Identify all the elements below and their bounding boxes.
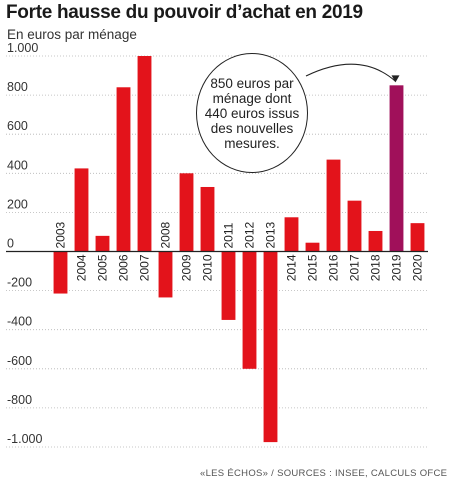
bar <box>158 251 173 298</box>
bar <box>389 85 404 252</box>
y-tick-label: -600 <box>7 354 32 368</box>
bar <box>116 87 131 252</box>
x-tick-label: 2005 <box>96 254 110 281</box>
callout-text: 850 euros par ménage dont 440 euros issu… <box>204 75 300 151</box>
x-tick-label: 2006 <box>117 254 131 281</box>
bar <box>221 251 236 320</box>
callout-arrowhead <box>391 75 400 83</box>
y-tick-label: 800 <box>7 80 28 94</box>
bar <box>137 56 152 252</box>
x-tick-label: 2019 <box>390 254 404 281</box>
x-tick-label: 2016 <box>327 254 341 281</box>
y-tick-label: -200 <box>7 276 32 290</box>
x-tick-label: 2020 <box>411 254 425 281</box>
bar <box>326 159 341 252</box>
x-tick-label: 2010 <box>201 254 215 281</box>
y-tick-label: 600 <box>7 119 28 133</box>
x-tick-label: 2009 <box>180 254 194 281</box>
y-tick-label: 0 <box>7 237 14 251</box>
x-tick-label: 2004 <box>75 254 89 281</box>
bar <box>263 251 278 443</box>
source-note: «LES ÉCHOS» / SOURCES : INSEE, CALCULS O… <box>200 468 448 479</box>
bar <box>179 173 194 252</box>
y-tick-label: 1.000 <box>7 41 38 55</box>
x-tick-label: 2017 <box>348 254 362 281</box>
bar <box>53 251 68 294</box>
x-tick-label: 2007 <box>138 254 152 281</box>
x-tick-label: 2014 <box>285 254 299 281</box>
chart-subtitle: En euros par ménage <box>7 27 137 42</box>
y-tick-label: -400 <box>7 315 32 329</box>
x-tick-label: 2011 <box>222 222 236 248</box>
y-tick-label: 200 <box>7 197 28 211</box>
callout-bubble: 850 euros par ménage dont 440 euros issu… <box>196 53 308 173</box>
bar <box>410 223 425 252</box>
bar <box>95 235 110 252</box>
x-tick-label: 2015 <box>306 254 320 281</box>
bar <box>368 230 383 252</box>
callout-arrow <box>305 63 396 82</box>
x-tick-label: 2008 <box>159 221 173 248</box>
x-tick-label: 2013 <box>264 221 278 248</box>
y-tick-label: 400 <box>7 158 28 172</box>
bar <box>305 242 320 252</box>
bar <box>284 217 299 252</box>
bar <box>347 200 362 252</box>
bar <box>242 251 257 369</box>
chart-title: Forte hausse du pouvoir d’achat en 2019 <box>6 2 363 23</box>
bar <box>200 186 215 252</box>
y-tick-label: -1.000 <box>7 432 42 446</box>
y-tick-label: -800 <box>7 393 32 407</box>
x-tick-label: 2012 <box>243 221 257 248</box>
x-tick-label: 2003 <box>54 221 68 248</box>
bar <box>74 168 89 252</box>
x-tick-label: 2018 <box>369 254 383 281</box>
